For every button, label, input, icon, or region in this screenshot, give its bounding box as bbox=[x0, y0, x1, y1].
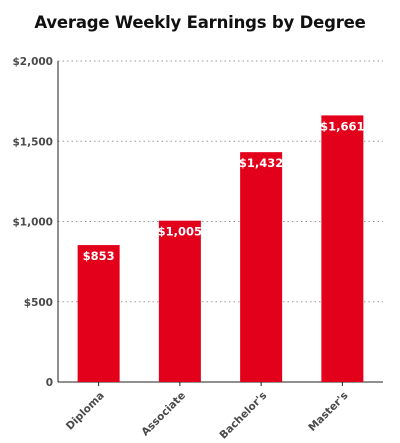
x-tick-label: Master's bbox=[306, 390, 350, 434]
bar bbox=[240, 152, 283, 382]
x-tick-label: Diploma bbox=[64, 390, 107, 433]
data-label: $1,661 bbox=[320, 119, 364, 133]
x-tick-label: Bachelor's bbox=[217, 390, 269, 442]
data-label: $1,432 bbox=[239, 156, 283, 170]
bar bbox=[77, 245, 120, 382]
chart-title: Average Weekly Earnings by Degree bbox=[34, 13, 366, 32]
y-tick-label: $500 bbox=[24, 297, 53, 309]
y-tick-label: $1,000 bbox=[12, 217, 53, 229]
x-tick-label: Associate bbox=[139, 390, 188, 439]
y-tick-label: $2,000 bbox=[12, 56, 53, 68]
bar bbox=[158, 220, 201, 382]
y-tick-label: $1,500 bbox=[12, 136, 53, 148]
bar bbox=[321, 115, 364, 383]
data-label: $1,005 bbox=[158, 225, 202, 239]
y-tick-label: 0 bbox=[46, 377, 53, 389]
data-label: $853 bbox=[83, 249, 115, 263]
